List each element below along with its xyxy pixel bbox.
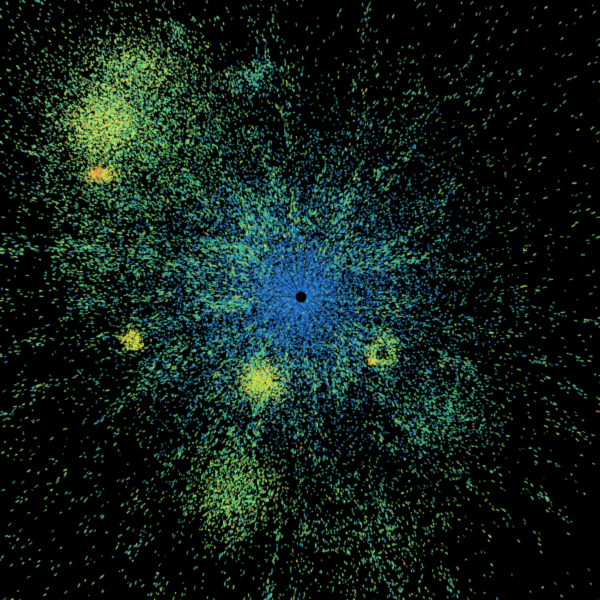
scatter-figure	[0, 0, 600, 600]
point-cloud-canvas	[0, 0, 600, 600]
